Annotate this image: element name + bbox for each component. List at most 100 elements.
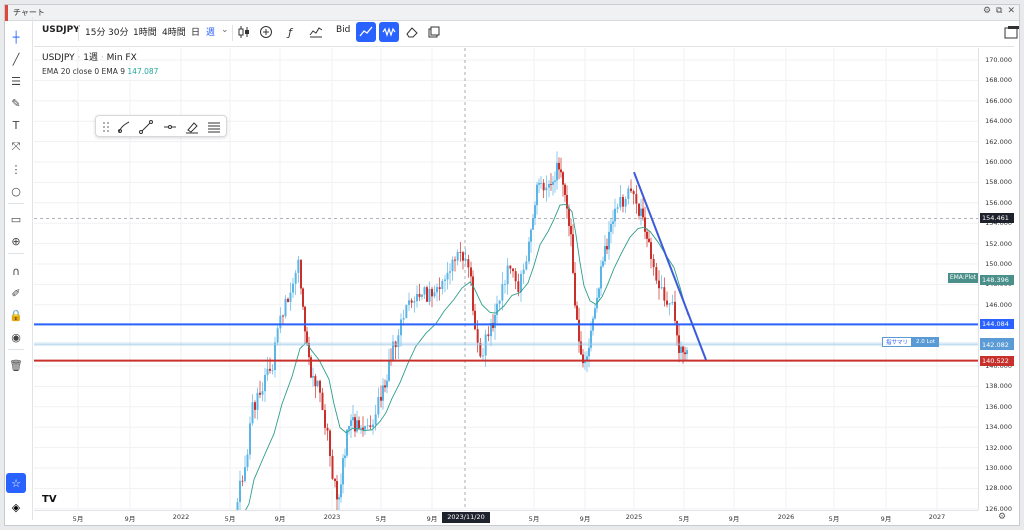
line-tool-active-icon[interactable]	[356, 22, 376, 42]
candle-body	[269, 368, 271, 371]
lock-drawing-icon[interactable]: ✐	[11, 286, 21, 300]
candle-body	[334, 478, 336, 482]
chevron-down-icon[interactable]: ⌄	[221, 25, 229, 35]
toolbar-divider	[8, 349, 24, 350]
trend-line	[633, 171, 707, 361]
fib-icon[interactable]: ☰	[11, 74, 21, 88]
snapshot-icon[interactable]	[424, 22, 444, 42]
price-axis[interactable]: 170.000 168.000 166.000 164.000 162.000 160.0…	[978, 48, 1014, 513]
time-axis[interactable]: 5月 9月 2022 5月 9月 2023 5月 9月 5月 9月 2025 5月 9月 2026 5月 9月…	[34, 510, 978, 523]
candle-body	[635, 194, 638, 204]
bid-button[interactable]: Bid	[336, 25, 351, 35]
close-icon[interactable]: ✕	[1007, 6, 1015, 16]
candle-body	[556, 162, 558, 181]
gear-icon[interactable]: ⚙	[998, 512, 1007, 522]
zoom-in-icon[interactable]: ⊕	[11, 234, 21, 248]
horizontal-line-icon[interactable]	[162, 119, 178, 135]
ruler-icon[interactable]: ▭	[10, 212, 22, 226]
ema-label[interactable]: EMA 20 close 0 EMA 9	[42, 67, 126, 76]
eye-icon[interactable]: ◉	[11, 330, 21, 344]
interval-4h[interactable]: 4時間	[162, 28, 186, 38]
candle-body	[548, 184, 550, 188]
price-tick-label: 132.000	[985, 443, 1012, 452]
popout-icon[interactable]: ⧉	[996, 6, 1003, 16]
candle-body	[377, 396, 380, 415]
price-chart[interactable]	[34, 48, 978, 530]
add-compare-icon[interactable]	[256, 22, 276, 42]
price-tick-label: 150.000	[985, 260, 1012, 268]
candle-body	[560, 169, 562, 173]
candle-body	[674, 301, 676, 321]
legend-symbol[interactable]: USDJPY	[42, 53, 75, 63]
trash-icon[interactable]: 🗑	[9, 358, 23, 372]
candle-body	[356, 420, 358, 432]
highlighter-icon[interactable]	[184, 119, 200, 135]
layers-icon[interactable]: ◈	[11, 500, 21, 514]
price-tick-label: 136.000	[985, 402, 1012, 411]
settings-icon[interactable]: ⚙	[982, 6, 992, 16]
order-label[interactable]: 指サマリ 2.0 Lot	[882, 337, 939, 347]
measure-group-icon[interactable]: ⋮	[10, 162, 22, 176]
candle-body	[630, 188, 632, 192]
time-tick-label: 9月	[880, 515, 892, 523]
candle-body	[326, 427, 329, 431]
candle-body	[338, 497, 340, 500]
candles-icon[interactable]	[234, 22, 254, 42]
wave-tool-active-icon[interactable]	[379, 22, 399, 42]
interval-1h[interactable]: 1時間	[133, 28, 157, 38]
candle-body	[360, 427, 362, 429]
trend-line-icon[interactable]: ╱	[12, 52, 20, 66]
candle-body	[433, 292, 436, 297]
candle-body	[627, 188, 630, 199]
symbol-button[interactable]: USDJPY	[42, 25, 80, 35]
magnet-icon[interactable]: ∩	[11, 264, 21, 278]
price-tick-label: 130.000	[985, 464, 1012, 472]
interval-day[interactable]: 日	[191, 28, 201, 38]
interval-week[interactable]: 週	[206, 28, 216, 38]
candle-body	[462, 252, 464, 261]
candle-body	[310, 357, 312, 378]
candle-body	[594, 308, 596, 319]
chart-canvas[interactable]	[34, 48, 978, 530]
fib-icon[interactable]	[206, 119, 222, 135]
layout-icon[interactable]	[1002, 22, 1022, 42]
interval-15m[interactable]: 15分	[85, 28, 106, 38]
candle-body	[319, 380, 321, 393]
candle-body	[249, 423, 251, 455]
brush-icon[interactable]	[116, 119, 132, 135]
brush-icon[interactable]: ✎	[11, 96, 21, 110]
indicators-icon[interactable]: ƒ	[288, 25, 292, 39]
candle-body	[392, 341, 394, 362]
candle-body	[648, 238, 650, 243]
star-icon[interactable]: ☆	[6, 473, 26, 493]
candle-body	[600, 266, 602, 289]
templates-icon[interactable]	[306, 22, 326, 42]
interval-30m[interactable]: 30分	[108, 28, 129, 38]
candle-body	[372, 424, 374, 428]
candle-body	[276, 328, 279, 343]
candle-body	[652, 258, 655, 268]
candle-body	[441, 280, 444, 290]
trend-line-icon[interactable]	[138, 119, 154, 135]
candle-body	[388, 359, 390, 381]
text-icon[interactable]: T	[12, 118, 20, 132]
candle-body	[289, 292, 292, 302]
candle-body	[266, 368, 269, 375]
candle-body	[467, 259, 470, 268]
crosshair-icon[interactable]: ┼	[12, 30, 20, 44]
candle-body	[509, 265, 512, 269]
candle-body	[418, 293, 421, 297]
candle-body	[358, 420, 360, 429]
candle-body	[671, 301, 674, 304]
lock-icon[interactable]: 🔒	[9, 308, 23, 322]
order-summary[interactable]: 指サマリ	[882, 337, 913, 347]
order-lot[interactable]: 2.0 Lot	[912, 337, 939, 347]
eraser-icon[interactable]	[402, 22, 422, 42]
tradingview-logo[interactable]: TV	[42, 494, 57, 505]
candle-body	[684, 352, 686, 355]
pattern-icon[interactable]: ⤧	[11, 140, 21, 153]
candle-body	[308, 343, 310, 358]
drag-handle-icon[interactable]	[98, 119, 114, 135]
candle-body	[416, 293, 418, 302]
shape-circle-icon[interactable]: ○	[11, 184, 21, 198]
